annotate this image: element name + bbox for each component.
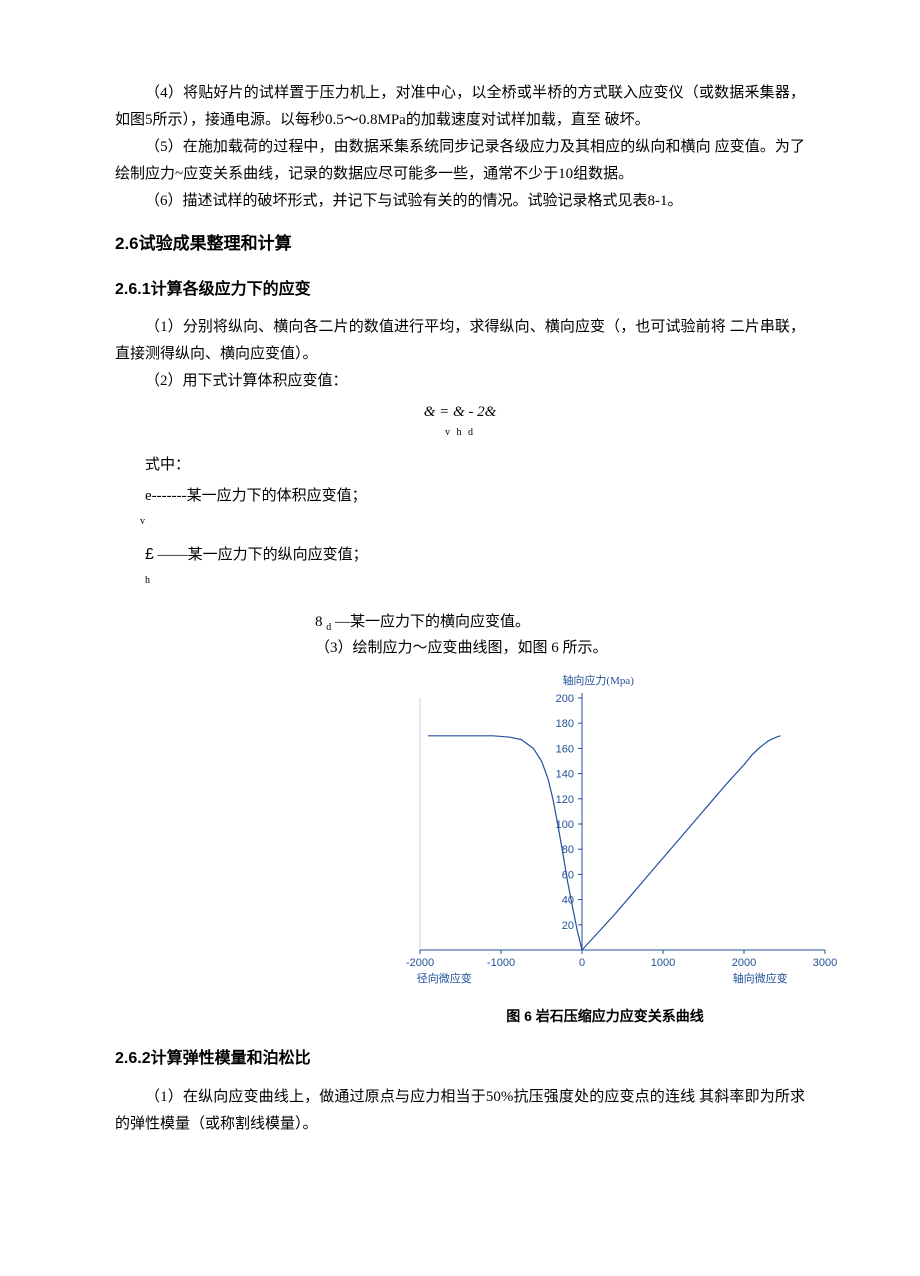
paragraph-2-6-1-1: （1）分别将纵向、横向各二片的数值进行平均，求得纵向、横向应变（，也可试验前将 … — [115, 314, 805, 368]
formula-main: & = & - 2& — [115, 399, 805, 426]
svg-text:轴向微应变: 轴向微应变 — [733, 971, 788, 985]
svg-text:20: 20 — [562, 919, 574, 931]
paragraph-2-6-1-2: （2）用下式计算体积应变值： — [115, 368, 805, 395]
svg-text:120: 120 — [556, 793, 574, 805]
symbol-8: 8 — [315, 614, 323, 630]
figure-6-caption: 图 6 岩石压缩应力应变关系曲线 — [365, 1004, 845, 1029]
symbol-f: £ — [145, 546, 154, 563]
svg-text:-1000: -1000 — [487, 957, 515, 969]
svg-text:2000: 2000 — [732, 957, 756, 969]
symbol-8-sub: d — [326, 622, 331, 633]
svg-text:60: 60 — [562, 869, 574, 881]
symbol-ev-line: e-------某一应力下的体积应变值； — [145, 487, 805, 507]
symbol-f-sub: h — [145, 572, 805, 590]
paragraph-6: （6）描述试样的破坏形式，并记下与试验有关的的情况。试验记录格式见表8-1。 — [115, 188, 805, 215]
symbol-e: e — [145, 488, 152, 504]
paragraph-2-6-2-1: （1）在纵向应变曲线上，做通过原点与应力相当于50%抗压强度处的应变点的连线 其… — [115, 1084, 805, 1138]
symbol-eh-line: £ ——某一应力下的纵向应变值； — [145, 545, 805, 566]
center-block: 8 d —某一应力下的横向应变值。 （3）绘制应力～应变曲线图，如图 6 所示。 — [315, 610, 805, 660]
symbol-8d-line: 8 d —某一应力下的横向应变值。 — [315, 610, 805, 636]
symbol-e-sub: v — [140, 513, 805, 531]
formula-subscripts: v h d — [115, 424, 805, 442]
svg-text:1000: 1000 — [651, 957, 675, 969]
svg-text:200: 200 — [556, 693, 574, 705]
symbol-e-desc: -------某一应力下的体积应变值； — [152, 488, 367, 504]
figure-6-chart: 轴向应力(Mpa)20406080100120140160180200-2000… — [365, 670, 805, 1000]
symbol-8-desc: —某一应力下的横向应变值。 — [335, 614, 530, 630]
paragraph-2-6-1-3: （3）绘制应力～应变曲线图，如图 6 所示。 — [315, 636, 805, 660]
symbol-f-desc: ——某一应力下的纵向应变值； — [154, 547, 368, 563]
svg-text:轴向应力(Mpa): 轴向应力(Mpa) — [562, 673, 634, 687]
heading-2-6-1: 2.6.1计算各级应力下的应变 — [115, 276, 805, 305]
svg-text:160: 160 — [556, 743, 574, 755]
svg-text:140: 140 — [556, 768, 574, 780]
heading-2-6-2: 2.6.2计算弹性模量和泊松比 — [115, 1045, 805, 1074]
svg-text:0: 0 — [579, 957, 585, 969]
paragraph-4: （4）将贴好片的试样置于压力机上，对准中心，以全桥或半桥的方式联入应变仪（或数据… — [115, 80, 805, 134]
paragraph-5: （5）在施加载荷的过程中，由数据釆集系统同步记录各级应力及其相应的纵向和横向 应… — [115, 134, 805, 188]
stress-strain-chart-svg: 轴向应力(Mpa)20406080100120140160180200-2000… — [365, 670, 845, 990]
svg-text:-2000: -2000 — [406, 957, 434, 969]
svg-text:径向微应变: 径向微应变 — [417, 971, 472, 985]
heading-2-6: 2.6试验成果整理和计算 — [115, 229, 805, 260]
svg-text:180: 180 — [556, 718, 574, 730]
where-label: 式中： — [115, 452, 805, 479]
svg-text:3000: 3000 — [813, 957, 837, 969]
